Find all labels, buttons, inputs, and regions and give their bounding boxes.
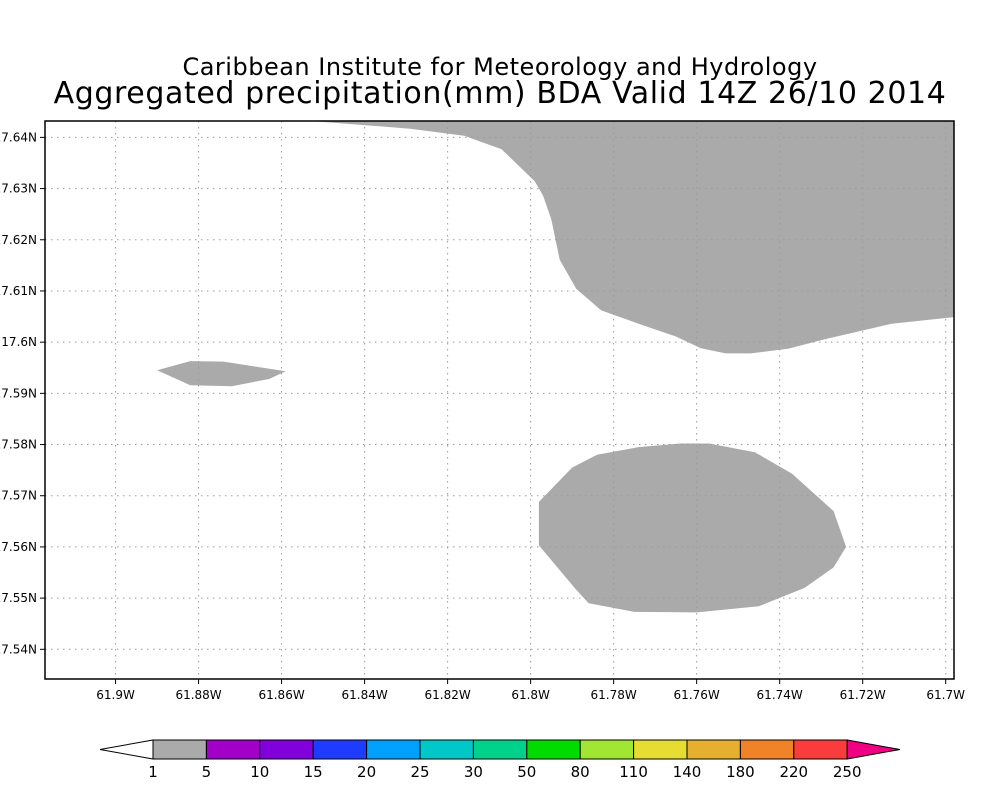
map-title-institute: Caribbean Institute for Meteorology and … [182,53,818,81]
colorbar-label: 180 [726,763,755,781]
x-tick-label: 61.84W [341,688,387,702]
y-axis: 17.64N 17.63N 17.62N 17.61N 17.6N 17.59N 17.58… [0,130,45,656]
colorbar-over-triangle [846,739,901,760]
north-east-region [310,121,955,354]
y-tick-label: 17.55N [0,591,37,605]
colorbar-under-triangle [99,739,154,760]
x-tick-label: 61.9W [96,688,135,702]
map-titles: Caribbean Institute for Meteorology and … [0,52,1000,112]
colorbar-label: 10 [250,763,269,781]
map-title-product: Aggregated precipitation(mm) BDA Valid 1… [53,76,947,111]
south-east-region [538,443,847,613]
x-tick-label: 61.74W [757,688,803,702]
colorbar-label: 80 [571,763,590,781]
colorbar-swatch [579,739,635,760]
y-tick-label: 17.62N [0,233,37,247]
colorbar-label: 1 [148,763,158,781]
map-frame [44,120,955,680]
y-tick-label: 17.58N [0,438,37,452]
colorbar-label: 140 [673,763,702,781]
x-tick-label: 61.88W [175,688,221,702]
colorbar-label: 220 [779,763,808,781]
colorbar-swatch [633,739,688,760]
colorbar-swatch [205,739,261,760]
colorbar-swatch [739,739,795,760]
x-tick-label: 61.82W [425,688,471,702]
plot-area [44,120,955,680]
colorbar-swatch [152,739,207,760]
x-tick-label: 61.72W [840,688,886,702]
colorbar-label: 25 [410,763,429,781]
colorbar-swatch [793,739,848,760]
y-tick-label: 17.64N [0,130,37,144]
colorbar-swatch [366,739,421,760]
y-tick-label: 17.63N [0,182,37,196]
y-tick-label: 17.6N [1,335,37,349]
x-tick-label: 61.76W [674,688,720,702]
colorbar-swatch [686,739,741,760]
x-axis: 61.9W 61.88W 61.86W 61.84W 61.82W 61.8W 61.78W… [96,679,965,702]
grid-lines [45,121,954,679]
precip-regions [157,121,955,613]
colorbar-label: 110 [619,763,648,781]
y-tick-label: 17.56N [0,540,37,554]
y-tick-label: 17.59N [0,386,37,400]
y-tick-label: 17.61N [0,284,37,298]
west-small-region [157,361,286,387]
colorbar-swatch [526,739,581,760]
colorbar-swatch [419,739,474,760]
colorbar-swatch [472,739,528,760]
colorbar-label: 20 [357,763,376,781]
x-tick-label: 61.8W [511,688,550,702]
colorbar-label: 5 [202,763,212,781]
x-tick-label: 61.7W [926,688,965,702]
colorbar-label: 30 [464,763,483,781]
y-tick-label: 17.57N [0,489,37,503]
x-tick-label: 61.78W [591,688,637,702]
y-tick-label: 17.54N [0,642,37,656]
colorbar-label: 15 [304,763,323,781]
colorbar-swatch [259,739,314,760]
colorbar-swatch [312,739,368,760]
colorbar-label: 50 [517,763,536,781]
colorbar-label: 250 [833,763,862,781]
colorbar: 1 5 10 15 20 25 30 50 80 110 140 180 220 250 [99,739,901,781]
x-tick-label: 61.86W [258,688,304,702]
